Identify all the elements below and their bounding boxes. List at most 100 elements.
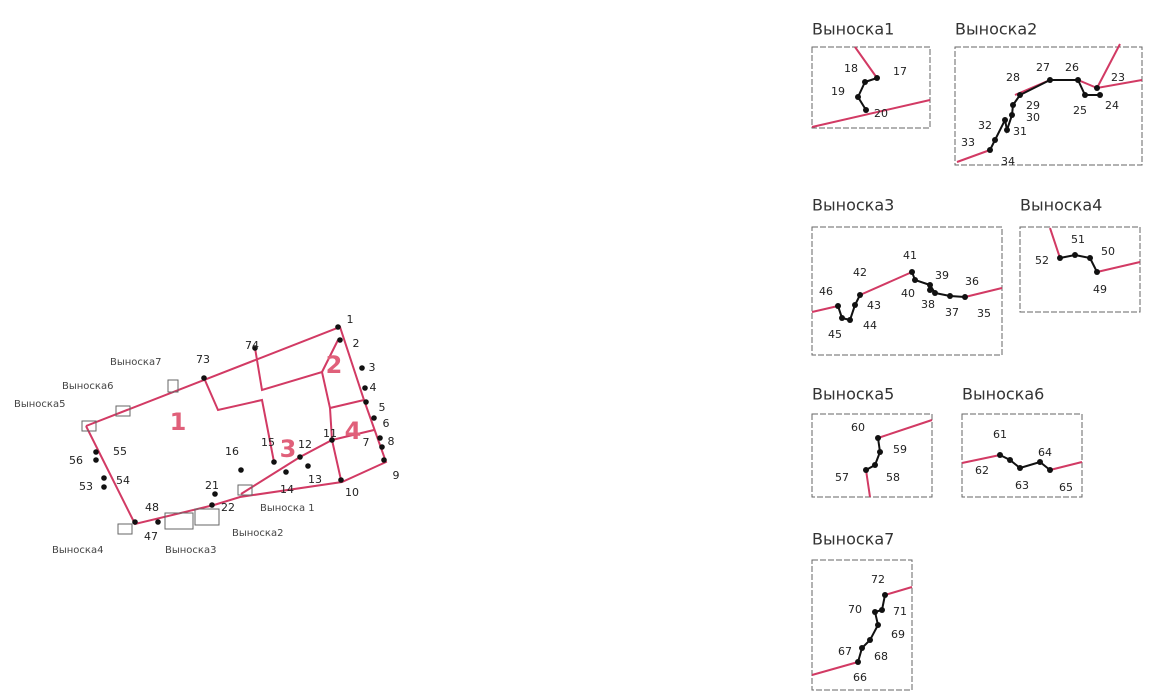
- point: [212, 491, 218, 497]
- boundary: [1096, 43, 1121, 89]
- point: [329, 437, 335, 443]
- point: [875, 622, 881, 628]
- boundary: [859, 271, 913, 296]
- inner-line: [321, 339, 339, 373]
- point-label: 45: [828, 328, 842, 341]
- point-label: 7: [363, 436, 370, 449]
- callout-frame: [811, 226, 1003, 356]
- point: [1004, 127, 1010, 133]
- boundary: [877, 419, 933, 439]
- point: [835, 303, 841, 309]
- callout-label: Выноска2: [232, 528, 283, 539]
- point: [1017, 92, 1023, 98]
- point: [909, 269, 915, 275]
- parcel-number: 3: [280, 435, 297, 463]
- point-label: 20: [874, 107, 888, 120]
- callout-frame: [164, 512, 194, 530]
- point: [1087, 255, 1093, 261]
- point: [305, 463, 311, 469]
- point: [932, 290, 938, 296]
- point-label: 43: [867, 299, 881, 312]
- point: [1047, 77, 1053, 83]
- point-label: 25: [1073, 104, 1087, 117]
- point: [852, 302, 858, 308]
- point-label: 22: [221, 501, 235, 514]
- point: [882, 592, 888, 598]
- point-label: 39: [935, 269, 949, 282]
- point: [859, 645, 865, 651]
- callout-frame: [237, 484, 253, 496]
- callout-label: Выноска7: [110, 357, 161, 368]
- point: [997, 452, 1003, 458]
- boundary: [811, 305, 839, 313]
- point-label: 41: [903, 249, 917, 262]
- point: [1009, 112, 1015, 118]
- point-label: 27: [1036, 61, 1050, 74]
- point-label: 47: [144, 530, 158, 543]
- point-chain: [865, 437, 882, 471]
- point: [855, 94, 861, 100]
- point-label: 55: [113, 445, 127, 458]
- callout-frame: [954, 46, 1143, 166]
- point: [377, 435, 383, 441]
- point-label: 52: [1035, 254, 1049, 267]
- point: [93, 457, 99, 463]
- point-label: 54: [116, 474, 130, 487]
- point-label: 64: [1038, 446, 1052, 459]
- point: [1002, 117, 1008, 123]
- point-label: 16: [225, 445, 239, 458]
- callout-frame: [115, 405, 131, 417]
- point-label: 65: [1059, 481, 1073, 494]
- point-label: 42: [853, 266, 867, 279]
- point-label: 29: [1026, 99, 1040, 112]
- point-label: 66: [853, 671, 867, 684]
- point-label: 13: [308, 473, 322, 486]
- callout-frame: [117, 523, 133, 535]
- callout-title: Выноска5: [812, 385, 894, 404]
- point-label: 35: [977, 307, 991, 320]
- point-label: 19: [831, 85, 845, 98]
- point-label: 69: [891, 628, 905, 641]
- callout-label: Выноска3: [165, 545, 216, 556]
- point: [1072, 252, 1078, 258]
- callout-title: Выноска4: [1020, 196, 1102, 215]
- boundary: [865, 469, 871, 498]
- point: [1007, 457, 1013, 463]
- inner-line: [331, 439, 342, 481]
- callout-label: Выноска 1: [260, 503, 315, 514]
- boundary: [1096, 261, 1141, 273]
- point: [962, 294, 968, 300]
- point-label: 73: [196, 353, 210, 366]
- point-label: 9: [393, 469, 400, 482]
- callout-frame: [811, 413, 933, 498]
- callout-panels: Выноска1 17 18 19 20 Выноска2 23 24 25 26 27 28 2930…: [811, 20, 1143, 691]
- point: [379, 444, 385, 450]
- callout-label: Выноска6: [62, 381, 113, 392]
- point-label: 68: [874, 650, 888, 663]
- parcel-number: 1: [170, 408, 187, 436]
- point: [1017, 465, 1023, 471]
- point-label: 61: [993, 428, 1007, 441]
- point-label: 37: [945, 306, 959, 319]
- point: [992, 137, 998, 143]
- point: [363, 399, 369, 405]
- point: [371, 415, 377, 421]
- callout-label: Выноска5: [14, 399, 65, 410]
- point-label: 3: [369, 361, 376, 374]
- point: [912, 277, 918, 283]
- point-label: 6: [383, 417, 390, 430]
- boundary: [1049, 227, 1061, 259]
- callout-label: Выноска4: [52, 545, 103, 556]
- callout-frame: [811, 559, 913, 691]
- point: [359, 365, 365, 371]
- callout-title: Выноска7: [812, 530, 894, 549]
- point: [155, 519, 161, 525]
- point: [839, 315, 845, 321]
- point: [132, 519, 138, 525]
- point: [337, 337, 343, 343]
- point-label: 5: [379, 401, 386, 414]
- point: [1094, 85, 1100, 91]
- point-label: 50: [1101, 245, 1115, 258]
- point: [1010, 102, 1016, 108]
